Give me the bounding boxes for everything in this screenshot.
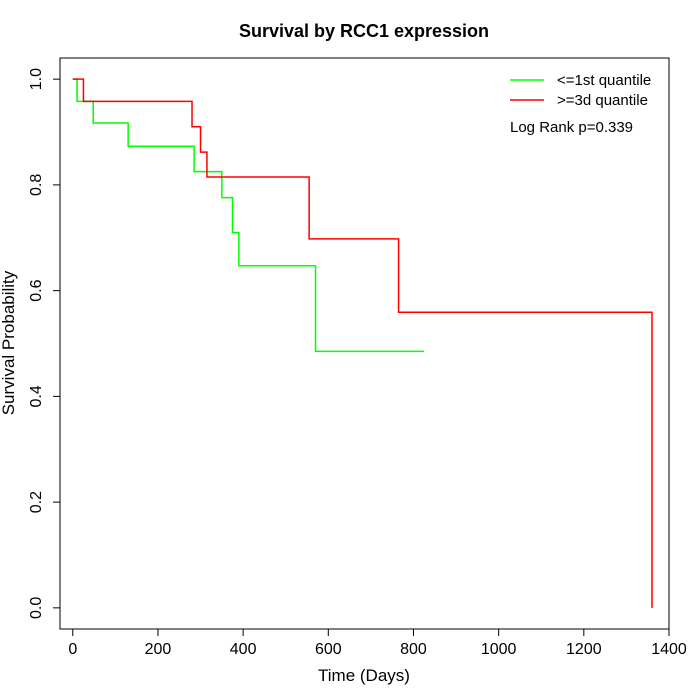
x-axis-label: Time (Days) [318,666,410,685]
y-tick-label: 0.4 [28,385,45,407]
x-tick-label: 200 [145,641,172,658]
x-tick-label: 800 [400,641,427,658]
series-layer [72,78,653,608]
y-tick-label: 0.6 [28,279,45,301]
legend: <=1st quantile >=3d quantile [510,72,651,109]
chart-title: Survival by RCC1 expression [239,21,489,41]
legend-label: <=1st quantile [557,72,651,89]
y-axis: 0.0 0.2 0.4 0.6 0.8 1.0 [28,68,61,619]
x-tick-label: 600 [315,641,342,658]
x-tick-label: 1400 [651,641,687,658]
log-rank-annotation: Log Rank p=0.339 [510,119,633,136]
plot-frame [59,57,670,630]
x-axis: 0 200 400 600 800 1000 1200 1400 [68,628,687,658]
x-tick-label: 400 [230,641,257,658]
x-tick-label: 1200 [566,641,602,658]
x-tick-label: 1000 [481,641,517,658]
x-tick-label: 0 [68,641,77,658]
legend-label: >=3d quantile [557,92,648,109]
survival-curve-2 [72,78,653,608]
survival-curve-1 [72,78,425,353]
y-tick-label: 0.0 [28,597,45,619]
y-tick-label: 0.8 [28,174,45,196]
y-axis-label: Survival Probability [0,270,18,415]
y-tick-label: 0.2 [28,491,45,513]
y-tick-label: 1.0 [28,68,45,90]
